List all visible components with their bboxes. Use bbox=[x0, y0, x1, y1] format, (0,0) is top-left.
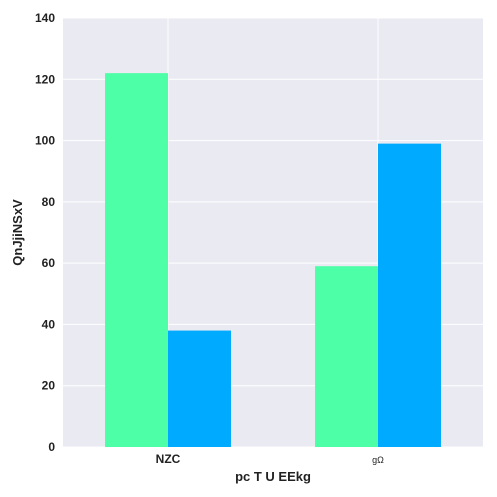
y-tick-label: 100 bbox=[35, 134, 55, 148]
y-tick-label: 20 bbox=[42, 379, 56, 393]
bars bbox=[105, 73, 441, 448]
x-tick-label: NZC bbox=[156, 452, 181, 466]
x-tick-label: gΩ bbox=[372, 455, 384, 465]
y-tick-label: 120 bbox=[35, 72, 55, 86]
y-axis-label: QnJjiNSxV bbox=[10, 199, 25, 266]
y-tick-label: 80 bbox=[42, 195, 56, 209]
y-tick-label: 0 bbox=[48, 440, 55, 454]
y-tick-labels: 0 20 40 60 80 100 120 140 bbox=[35, 11, 55, 454]
x-tick-labels: NZC gΩ bbox=[156, 452, 384, 466]
x-axis-label: pc T U EEkg bbox=[235, 469, 311, 484]
bar bbox=[315, 266, 378, 447]
y-tick-label: 140 bbox=[35, 11, 55, 25]
y-tick-label: 40 bbox=[42, 317, 56, 331]
bar bbox=[168, 330, 231, 447]
bar bbox=[378, 143, 441, 447]
y-tick-label: 60 bbox=[42, 256, 56, 270]
bar bbox=[105, 73, 168, 448]
